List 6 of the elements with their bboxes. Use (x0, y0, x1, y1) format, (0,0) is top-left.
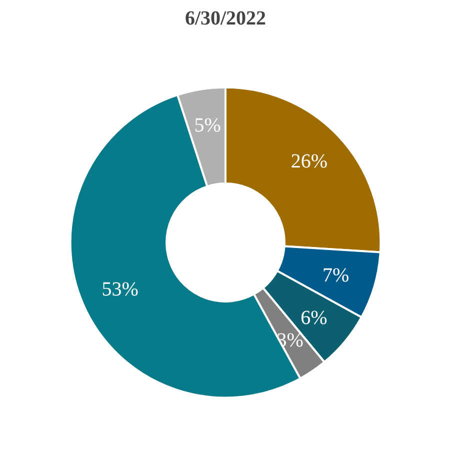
data-label: 6% (300, 306, 328, 329)
data-label: 5% (194, 114, 221, 137)
data-label: 7% (322, 264, 350, 287)
data-label: 26% (290, 150, 328, 172)
chart-title: 6/30/2022 (184, 8, 266, 30)
data-label: 53% (102, 278, 138, 301)
